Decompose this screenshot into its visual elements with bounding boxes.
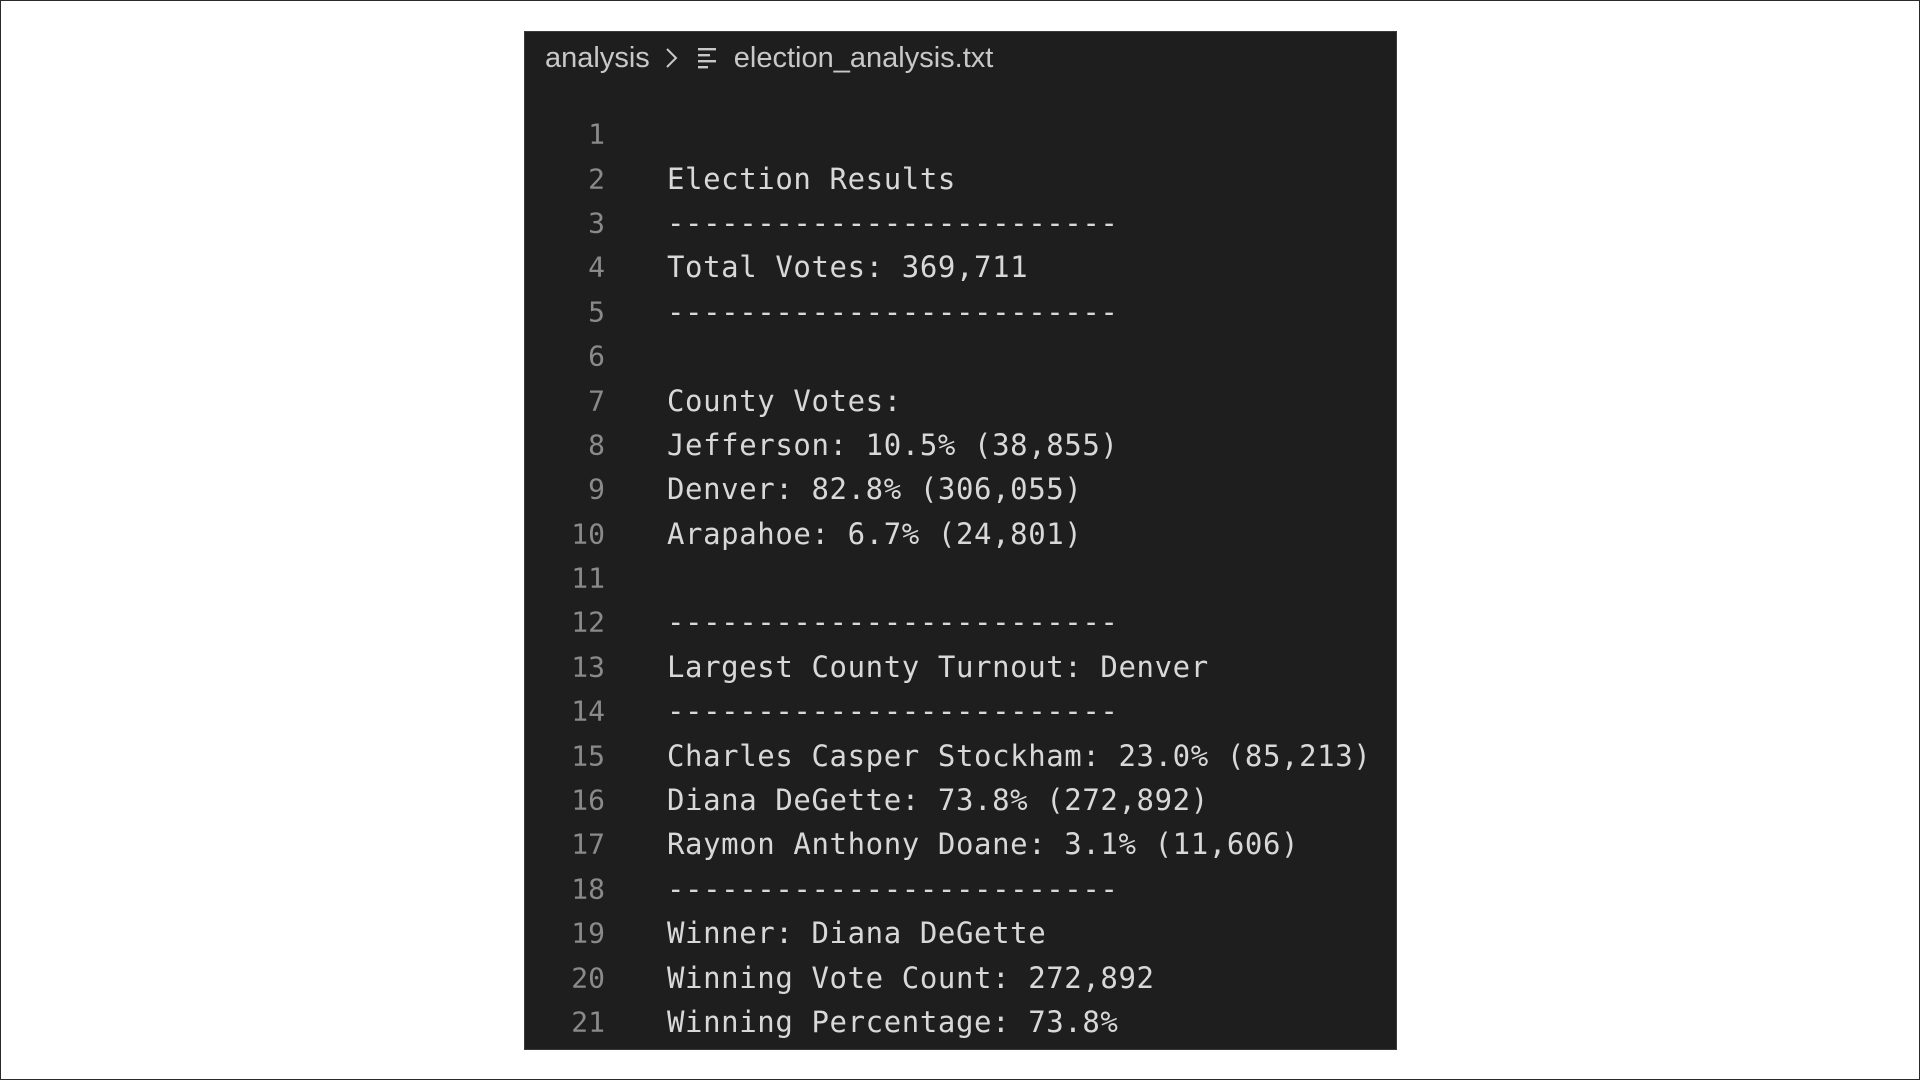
line-text: -------------------------	[667, 205, 1119, 240]
breadcrumb-folder[interactable]: analysis	[545, 41, 650, 74]
line-number: 4	[588, 250, 605, 284]
line-text: -------------------------	[667, 1049, 1119, 1050]
line-text: County Votes:	[667, 383, 902, 418]
line-number: 19	[571, 916, 605, 950]
code-line[interactable]: 13 Largest County Turnout: Denver	[525, 645, 1396, 689]
line-number: 6	[588, 339, 605, 373]
line-number: 1	[588, 117, 605, 151]
line-number: 13	[571, 650, 605, 684]
code-line[interactable]: 20 Winning Vote Count: 272,892	[525, 955, 1396, 999]
line-number: 18	[571, 872, 605, 906]
text-editor[interactable]: analysis election_analysis.txt 1 2 Electio…	[524, 31, 1397, 1050]
code-line[interactable]: 5 -------------------------	[525, 290, 1396, 334]
code-line[interactable]: 10 Arapahoe: 6.7% (24,801)	[525, 512, 1396, 556]
line-text: -------------------------	[667, 694, 1119, 729]
line-text: Winning Percentage: 73.8%	[667, 1005, 1119, 1039]
line-text: Denver: 82.8% (306,055)	[667, 472, 1083, 507]
code-line[interactable]: 16 Diana DeGette: 73.8% (272,892)	[525, 778, 1396, 822]
code-line[interactable]: 11	[525, 556, 1396, 600]
line-number: 16	[571, 783, 605, 817]
line-text: Election Results	[667, 161, 956, 196]
line-text: Raymon Anthony Doane: 3.1% (11,606)	[667, 827, 1300, 862]
line-text: -------------------------	[667, 605, 1119, 640]
code-line[interactable]: 9 Denver: 82.8% (306,055)	[525, 467, 1396, 511]
breadcrumb-file[interactable]: election_analysis.txt	[733, 41, 994, 74]
code-line[interactable]: 6	[525, 334, 1396, 378]
line-text: Arapahoe: 6.7% (24,801)	[667, 516, 1083, 551]
code-line[interactable]: 19 Winner: Diana DeGette	[525, 911, 1396, 955]
code-line[interactable]: 2 Election Results	[525, 156, 1396, 200]
line-number: 5	[588, 295, 605, 329]
code-line[interactable]: 21 Winning Percentage: 73.8%	[525, 1000, 1396, 1044]
line-number: 21	[571, 1005, 605, 1039]
line-number: 14	[571, 694, 605, 728]
line-number: 3	[588, 206, 605, 240]
line-text: Charles Casper Stockham: 23.0% (85,213)	[667, 738, 1372, 773]
code-line[interactable]: 14 -------------------------	[525, 689, 1396, 733]
code-line[interactable]: 17 Raymon Anthony Doane: 3.1% (11,606)	[525, 822, 1396, 866]
line-number: 20	[571, 961, 605, 995]
code-line[interactable]: 22-------------------------	[525, 1044, 1396, 1050]
line-text: Total Votes: 369,711	[667, 250, 1029, 285]
code-line[interactable]: 4 Total Votes: 369,711	[525, 245, 1396, 289]
line-number: 8	[588, 428, 605, 462]
code-line[interactable]: 1	[525, 112, 1396, 156]
text-file-icon	[696, 45, 720, 71]
line-number: 7	[588, 384, 605, 418]
line-text: -------------------------	[667, 871, 1119, 906]
code-line[interactable]: 3 -------------------------	[525, 201, 1396, 245]
code-line[interactable]: 15 Charles Casper Stockham: 23.0% (85,213…	[525, 733, 1396, 777]
code-line[interactable]: 18 -------------------------	[525, 867, 1396, 911]
line-number: 12	[571, 605, 605, 639]
line-text: Diana DeGette: 73.8% (272,892)	[667, 783, 1209, 818]
line-text: Jefferson: 10.5% (38,855)	[667, 427, 1119, 462]
line-text: -------------------------	[667, 294, 1119, 329]
line-number: 2	[588, 162, 605, 196]
code-line[interactable]: 8 Jefferson: 10.5% (38,855)	[525, 423, 1396, 467]
line-text: Winning Vote Count: 272,892	[667, 960, 1155, 995]
line-number: 15	[571, 739, 605, 773]
line-number: 9	[588, 472, 605, 506]
line-number: 11	[571, 561, 605, 595]
chevron-right-icon	[662, 43, 682, 73]
code-line[interactable]: 7 County Votes:	[525, 378, 1396, 422]
line-number: 10	[571, 517, 605, 551]
line-text: Largest County Turnout: Denver	[667, 649, 1209, 684]
code-line[interactable]: 12 -------------------------	[525, 600, 1396, 644]
line-text: Winner: Diana DeGette	[667, 916, 1047, 951]
code-area[interactable]: 1 2 Election Results 3 ---------------------…	[525, 112, 1396, 1050]
line-number: 17	[571, 827, 605, 861]
breadcrumb: analysis election_analysis.txt	[545, 32, 993, 84]
